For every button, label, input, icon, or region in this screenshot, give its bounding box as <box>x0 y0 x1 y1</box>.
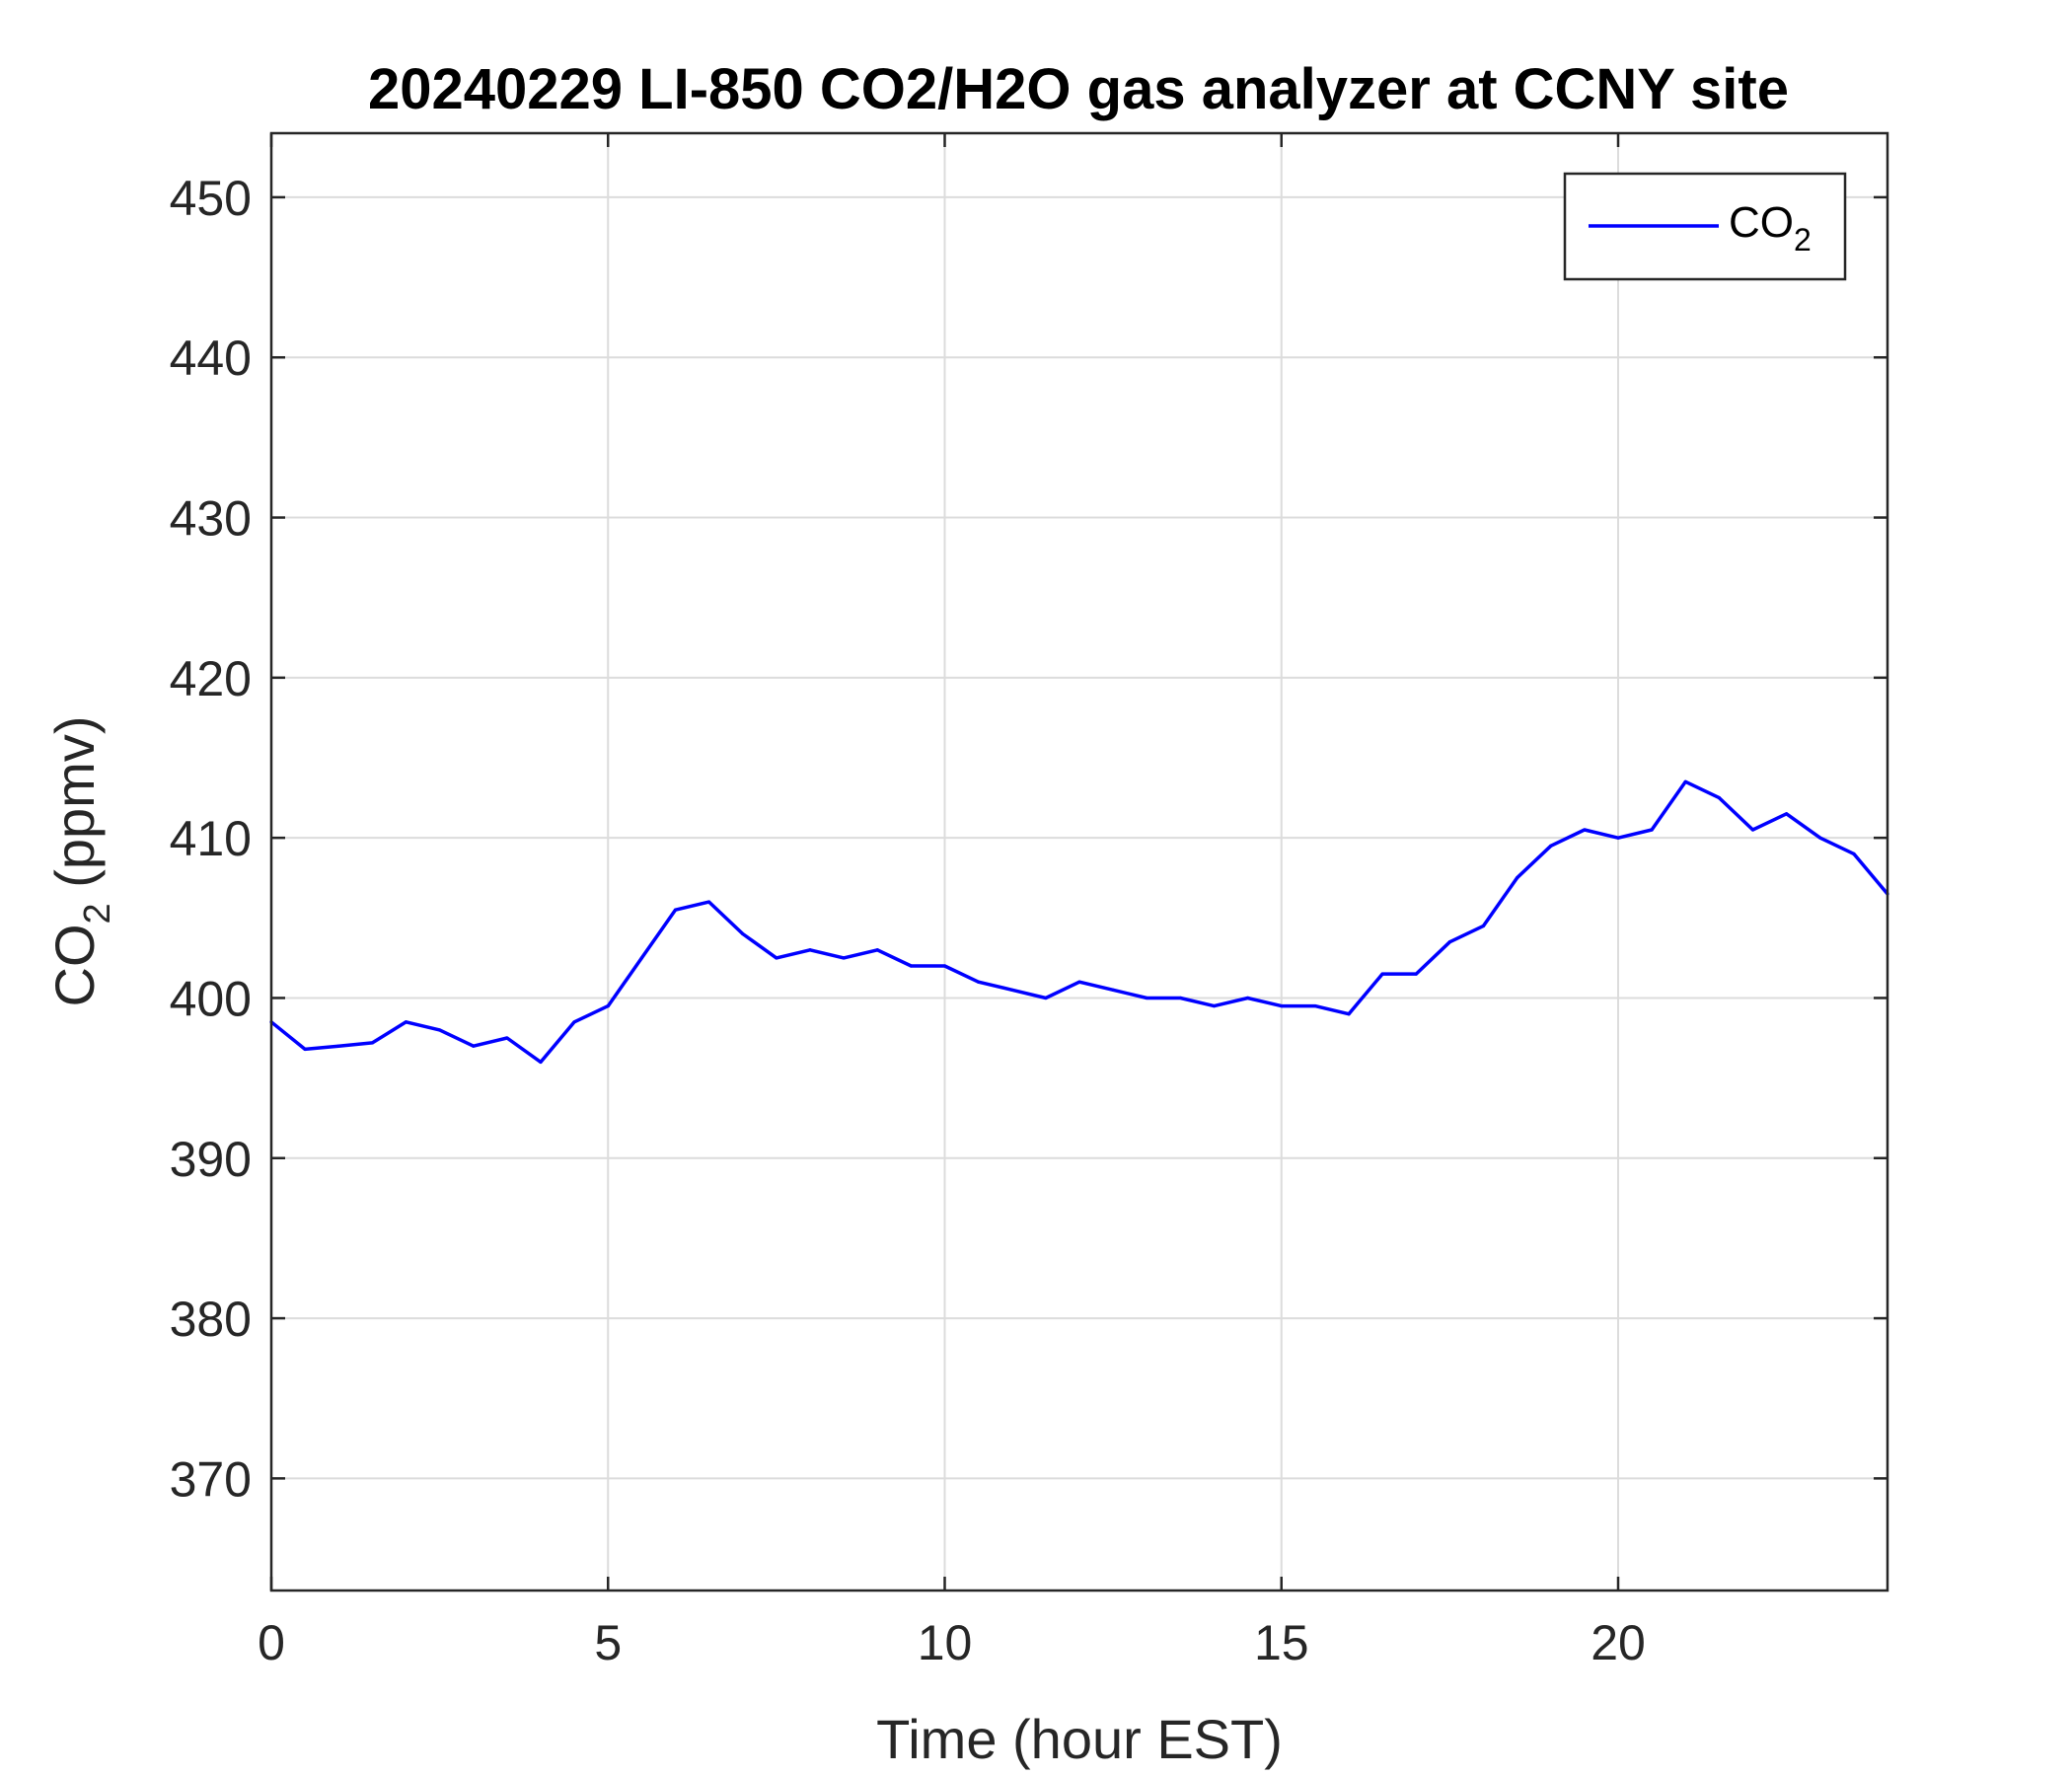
data-point-co2 <box>1717 795 1721 800</box>
y-tick-label: 410 <box>170 811 252 866</box>
data-point-co2 <box>572 1020 576 1024</box>
legend-label-sub: 2 <box>1794 222 1812 258</box>
data-point-co2 <box>977 980 981 984</box>
data-point-co2 <box>1852 851 1856 855</box>
data-point-co2 <box>741 931 745 936</box>
data-point-co2 <box>1616 836 1620 840</box>
y-axis-label-main: CO <box>43 924 106 1006</box>
x-tick-label: 15 <box>1254 1615 1309 1670</box>
data-point-co2 <box>505 1036 509 1040</box>
y-tick-label: 440 <box>170 331 252 386</box>
data-point-co2 <box>1347 1012 1351 1016</box>
data-point-co2 <box>1077 980 1081 984</box>
data-point-co2 <box>539 1060 543 1064</box>
data-point-co2 <box>1447 940 1451 944</box>
y-tick-label: 370 <box>170 1451 252 1507</box>
data-point-co2 <box>808 948 812 952</box>
data-point-co2 <box>942 964 947 968</box>
data-point-co2 <box>1818 836 1822 840</box>
data-point-co2 <box>909 964 913 968</box>
data-point-co2 <box>1549 844 1553 848</box>
y-tick-label: 390 <box>170 1132 252 1187</box>
data-point-co2 <box>1178 996 1182 1000</box>
chart-title: 20240229 LI-850 CO2/H2O gas analyzer at … <box>368 57 1789 121</box>
legend: CO2 <box>1563 172 1847 281</box>
y-tick-label: 400 <box>170 971 252 1026</box>
data-point-co2 <box>370 1041 374 1045</box>
data-point-co2 <box>639 956 643 960</box>
y-axis-label-tail: (ppmv) <box>43 716 106 904</box>
data-point-co2 <box>1683 779 1687 783</box>
y-axis-label-sub: 2 <box>77 903 118 924</box>
y-tick-label: 430 <box>170 491 252 547</box>
y-tick-label: 450 <box>170 171 252 226</box>
data-point-co2 <box>438 1028 442 1032</box>
legend-label-main: CO <box>1729 198 1794 247</box>
data-point-co2 <box>1750 828 1755 832</box>
data-point-co2 <box>1785 812 1789 816</box>
data-point-co2 <box>336 1044 340 1048</box>
x-axis-label: Time (hour EST) <box>876 1708 1283 1770</box>
x-tick-label: 5 <box>594 1615 622 1670</box>
data-point-co2 <box>673 908 678 912</box>
data-point-co2 <box>775 956 778 960</box>
data-point-co2 <box>842 956 846 960</box>
plot-frame <box>269 131 1889 1592</box>
data-point-co2 <box>1380 972 1384 976</box>
data-point-co2 <box>1516 876 1519 880</box>
data-point-co2 <box>1280 1003 1284 1008</box>
data-point-co2 <box>1481 924 1486 928</box>
data-point-co2 <box>1145 996 1148 1000</box>
y-tick-label: 420 <box>170 651 252 706</box>
data-point-co2 <box>1010 988 1014 992</box>
y-axis-label: CO2 (ppmv) <box>43 716 118 1007</box>
data-point-co2 <box>606 1003 610 1008</box>
legend-label-co2: CO2 <box>1729 198 1812 258</box>
data-point-co2 <box>707 900 711 904</box>
x-tick-label: 10 <box>918 1615 973 1670</box>
x-tick-label: 0 <box>258 1615 285 1670</box>
data-point-co2 <box>1111 988 1115 992</box>
plot-area <box>271 133 1887 1591</box>
series-layer <box>269 779 1889 1065</box>
data-point-co2 <box>1650 828 1654 832</box>
data-point-co2 <box>1583 828 1587 832</box>
y-tick-label: 380 <box>170 1292 252 1347</box>
data-point-co2 <box>875 948 879 952</box>
x-tick-labels: 0 5 10 15 20 <box>258 1615 1646 1670</box>
data-point-co2 <box>472 1044 476 1048</box>
data-point-co2 <box>1044 996 1048 1000</box>
y-tick-labels: 370 380 390 400 410 420 430 440 450 <box>170 171 252 1507</box>
x-tick-label: 20 <box>1591 1615 1646 1670</box>
data-point-co2 <box>1414 972 1418 976</box>
tick-marks <box>269 133 1887 1591</box>
data-point-co2 <box>1246 996 1250 1000</box>
data-point-co2 <box>1313 1003 1317 1008</box>
data-point-co2 <box>303 1047 307 1051</box>
data-point-co2 <box>1212 1003 1217 1008</box>
data-point-co2 <box>404 1020 408 1024</box>
